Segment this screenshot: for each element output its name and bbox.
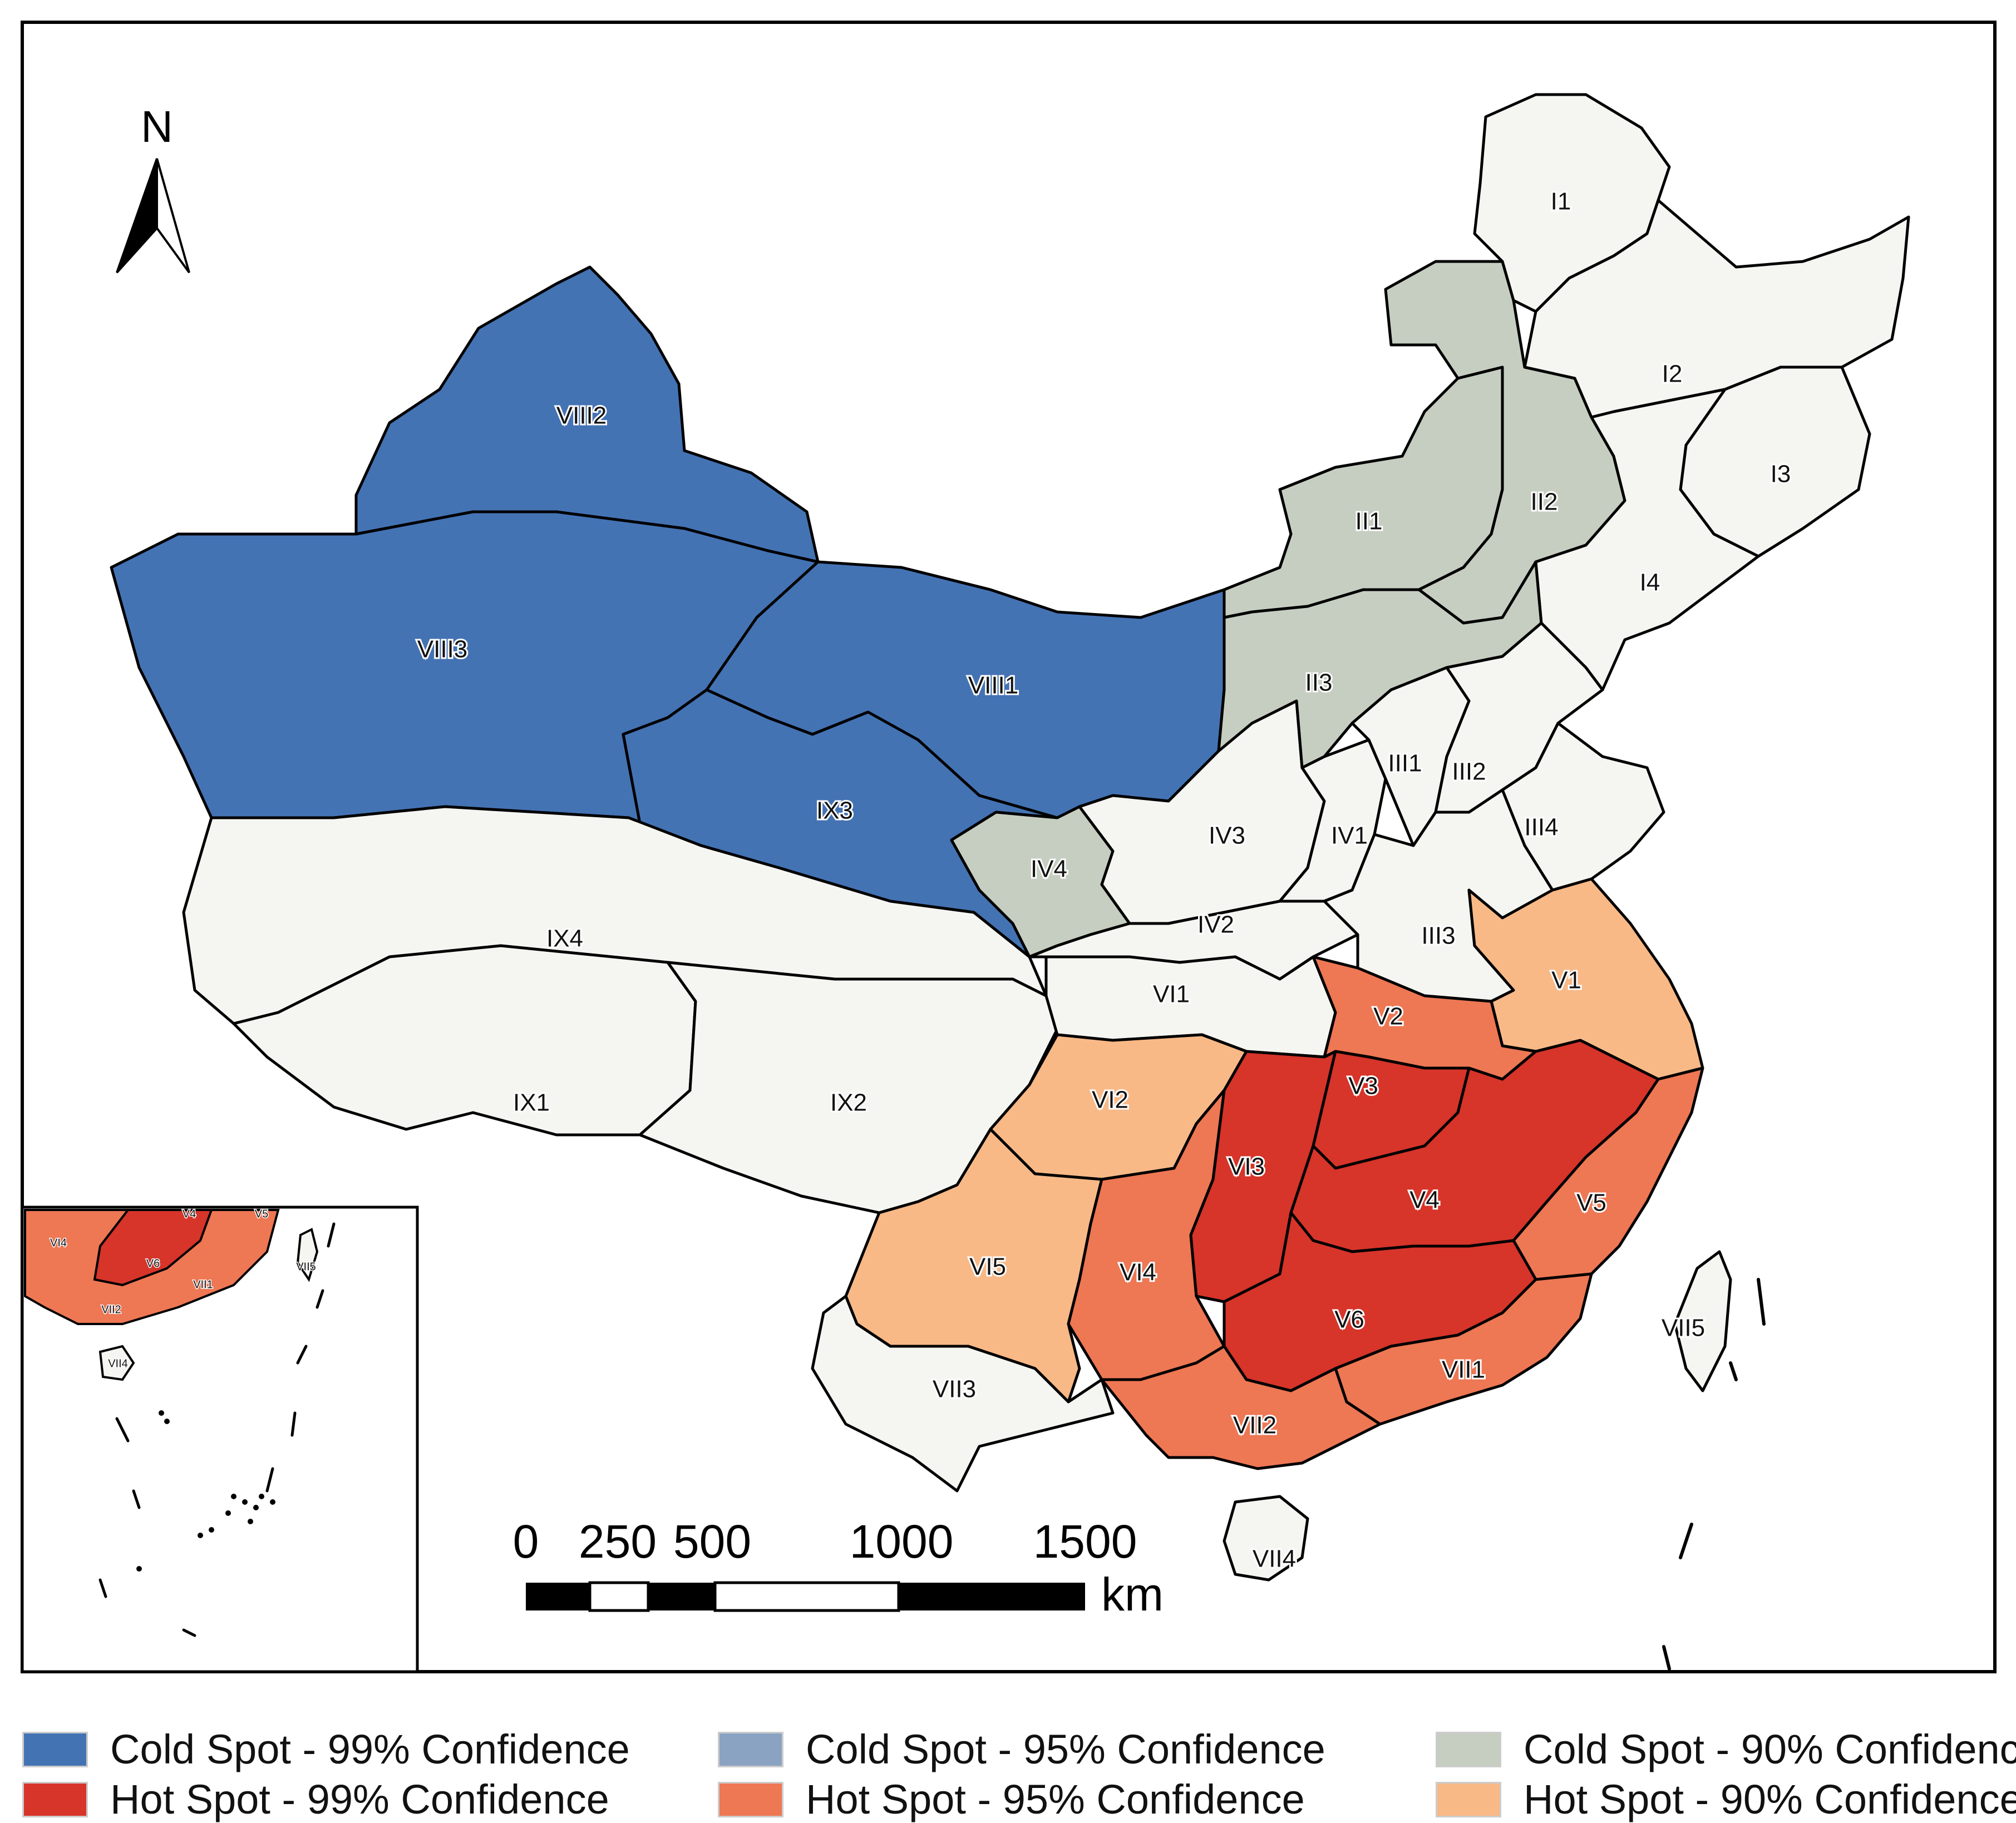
inset-label-VII5: VII5	[296, 1261, 316, 1273]
region-label-V1: V1	[1551, 967, 1581, 994]
region-label-V4: V4	[1409, 1187, 1440, 1214]
inset-label-VII1: VII1	[193, 1278, 213, 1291]
region-label-IV1: IV1	[1331, 822, 1368, 849]
scale-label-1000: 1000	[850, 1515, 954, 1568]
legend-swatch	[22, 1781, 88, 1817]
region-label-VII3: VII3	[933, 1376, 976, 1403]
scale-bar: 0 250 500 1000 1500 km	[513, 1515, 1164, 1621]
region-label-III2: III2	[1452, 758, 1486, 785]
inset-island-vii4	[98, 1345, 135, 1381]
legend-label: Hot Spot - 99% Confidence	[110, 1776, 609, 1822]
region-label-I2: I2	[1662, 360, 1683, 388]
region-label-I1: I1	[1551, 188, 1571, 215]
region-label-I3: I3	[1771, 461, 1791, 488]
region-label-VII2: VII2	[1233, 1412, 1276, 1439]
region-VII5	[1673, 1250, 1732, 1392]
scale-label-250: 250	[579, 1515, 657, 1568]
region-label-III3: III3	[1421, 922, 1455, 950]
region-label-I4: I4	[1640, 569, 1660, 596]
inset-map: VI4 V4 V5 V6 VII1 VII2 VII4 VII5	[21, 1206, 419, 1673]
inset-region-hot99	[93, 1209, 213, 1287]
regions-layer	[110, 93, 1910, 1582]
region-label-VI1: VI1	[1153, 981, 1190, 1008]
region-labels-layer: I1 I2 I3 I4 II1 II2 II3 III1 III2 III3 III4 IV1 IV2 I…	[416, 186, 1793, 1574]
region-label-VIII1: VIII1	[968, 672, 1019, 699]
region-label-II2: II2	[1531, 488, 1558, 516]
scale-label-500: 500	[673, 1515, 751, 1568]
region-label-VII4: VII4	[1253, 1545, 1296, 1573]
scale-unit: km	[1101, 1568, 1164, 1621]
region-label-II3: II3	[1305, 669, 1333, 696]
legend-item-cold95: Cold Spot - 95% Confidence	[718, 1726, 1325, 1773]
region-label-IV4: IV4	[1031, 856, 1067, 883]
region-label-IV3: IV3	[1209, 822, 1245, 849]
legend-swatch	[1436, 1781, 1501, 1817]
legend-swatch	[718, 1781, 783, 1817]
region-label-V3: V3	[1348, 1073, 1378, 1100]
scale-label-1500: 1500	[1033, 1515, 1137, 1568]
region-label-VI4: VI4	[1120, 1259, 1156, 1286]
legend-label: Cold Spot - 99% Confidence	[110, 1726, 630, 1772]
region-VII4	[1223, 1495, 1309, 1582]
region-label-IX3: IX3	[816, 797, 853, 824]
region-label-VI5: VI5	[969, 1253, 1006, 1281]
region-label-II1: II1	[1355, 508, 1383, 535]
island-dashes	[1662, 1278, 1766, 1671]
legend-item-hot95: Hot Spot - 95% Confidence	[718, 1776, 1305, 1823]
region-VII2	[1100, 1345, 1382, 1470]
legend-item-hot90: Hot Spot - 90% Confidence	[1436, 1776, 2016, 1823]
north-label: N	[141, 102, 173, 151]
inset-labels-layer: VI4 V4 V5 V6 VII1 VII2 VII4 VII5	[49, 1207, 317, 1371]
region-label-VIII3: VIII3	[417, 636, 468, 663]
legend-label: Cold Spot - 90% Confidence	[1524, 1726, 2016, 1772]
region-label-VI3: VI3	[1228, 1153, 1265, 1180]
region-label-V6: V6	[1334, 1306, 1364, 1333]
legend-item-cold90: Cold Spot - 90% Confidence	[1436, 1726, 2016, 1773]
legend-item-hot99: Hot Spot - 99% Confidence	[22, 1776, 609, 1823]
map: I1 I2 I3 I4 II1 II2 II3 III1 III2 III3 III4 IV1 IV2 I…	[21, 21, 1997, 1673]
scale-label-0: 0	[513, 1515, 539, 1568]
region-label-VI2: VI2	[1092, 1086, 1128, 1114]
legend: Cold Spot - 99% Confidence Cold Spot - 9…	[0, 1702, 2016, 1822]
inset-label-V5: V5	[255, 1208, 268, 1220]
region-VII3	[811, 1295, 1115, 1493]
region-label-V5: V5	[1576, 1189, 1606, 1217]
legend-label: Cold Spot - 95% Confidence	[806, 1726, 1325, 1772]
north-arrow: N	[116, 102, 190, 274]
region-label-IX2: IX2	[830, 1089, 867, 1116]
inset-island-vii5	[296, 1228, 319, 1282]
scale-seg-4	[713, 1581, 900, 1612]
region-I4	[1534, 388, 1760, 691]
scale-seg-2	[588, 1581, 650, 1612]
region-label-VII5: VII5	[1662, 1315, 1705, 1342]
scale-seg-1	[526, 1583, 590, 1610]
region-label-IV2: IV2	[1197, 911, 1234, 938]
inset-label-VII4: VII4	[108, 1357, 128, 1370]
legend-label: Hot Spot - 90% Confidence	[1524, 1776, 2016, 1822]
region-label-VIII2: VIII2	[556, 402, 607, 429]
region-label-IX4: IX4	[546, 925, 583, 952]
inset-dashes	[98, 1222, 336, 1637]
legend-label: Hot Spot - 95% Confidence	[806, 1776, 1305, 1822]
region-label-VII1: VII1	[1442, 1356, 1485, 1384]
inset-label-VII2: VII2	[101, 1303, 121, 1316]
scale-seg-5	[899, 1583, 1085, 1610]
legend-swatch	[22, 1731, 88, 1767]
inset-label-VI4: VI4	[50, 1237, 67, 1249]
inset-island-dots	[136, 1410, 275, 1572]
region-label-IX1: IX1	[513, 1089, 550, 1116]
north-arrow-icon-right	[156, 158, 190, 274]
legend-swatch	[1436, 1731, 1501, 1767]
legend-swatch	[718, 1731, 783, 1767]
inset-label-V6: V6	[146, 1257, 160, 1269]
scale-seg-3	[648, 1583, 715, 1610]
region-label-V2: V2	[1373, 1003, 1403, 1030]
legend-item-cold99: Cold Spot - 99% Confidence	[22, 1726, 630, 1773]
region-label-III4: III4	[1524, 814, 1558, 841]
region-label-III1: III1	[1388, 750, 1422, 777]
inset-label-V4: V4	[183, 1208, 196, 1220]
